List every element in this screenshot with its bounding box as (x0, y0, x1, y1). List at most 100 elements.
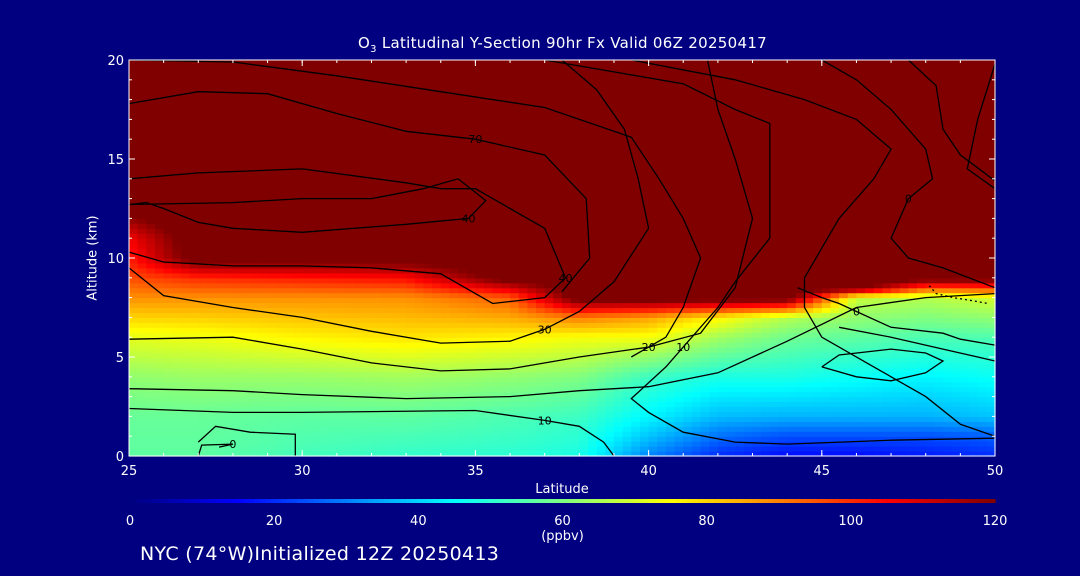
field-cell (492, 99, 502, 106)
field-cell (137, 94, 147, 101)
field-cell (475, 431, 485, 437)
field-cell (336, 282, 347, 289)
field-cell (432, 342, 442, 348)
field-cell (570, 144, 580, 150)
field-cell (137, 218, 147, 224)
field-cell (657, 218, 667, 224)
field-cell (657, 376, 667, 383)
field-cell (154, 89, 165, 96)
field-cell (553, 248, 563, 254)
field-cell (648, 79, 658, 86)
field-cell (388, 223, 399, 229)
field-cell (180, 282, 191, 289)
field-cell (665, 302, 676, 309)
field-cell (189, 376, 199, 383)
field-cell (319, 322, 329, 328)
field-cell (319, 258, 329, 264)
field-cell (284, 203, 295, 210)
field-cell (466, 441, 476, 447)
field-cell (206, 391, 217, 398)
field-cell (258, 357, 269, 363)
field-cell (527, 376, 537, 383)
field-cell (596, 332, 606, 338)
field-cell (510, 347, 520, 353)
field-cell (527, 109, 537, 116)
field-cell (380, 332, 390, 338)
field-cell (380, 124, 390, 130)
field-cell (622, 69, 632, 76)
field-cell (319, 337, 329, 343)
field-cell (302, 213, 312, 219)
field-cell (432, 411, 442, 417)
field-cell (198, 144, 208, 150)
field-cell (310, 282, 321, 289)
field-cell (215, 332, 225, 338)
field-cell (466, 381, 476, 388)
field-cell (276, 188, 286, 195)
field-cell (284, 168, 295, 175)
field-cell (492, 381, 502, 388)
field-cell (129, 253, 139, 259)
field-cell (319, 139, 329, 145)
field-cell (579, 159, 589, 165)
field-cell (224, 149, 234, 155)
field-cell (579, 312, 589, 318)
field-cell (362, 84, 373, 91)
field-cell (414, 381, 425, 388)
field-cell (466, 188, 476, 195)
field-cell (189, 144, 199, 150)
field-cell (362, 173, 373, 180)
field-cell (154, 144, 165, 150)
field-cell (475, 238, 485, 244)
field-cell (198, 411, 208, 417)
field-cell (302, 327, 312, 333)
field-cell (449, 129, 459, 135)
field-cell (302, 99, 312, 106)
field-cell (328, 347, 338, 353)
field-cell (284, 238, 295, 244)
field-cell (172, 267, 182, 274)
field-cell (432, 238, 442, 244)
field-cell (362, 243, 373, 249)
field-cell (622, 436, 632, 442)
field-cell (302, 436, 312, 442)
field-cell (345, 282, 355, 289)
field-cell (518, 228, 528, 234)
field-cell (631, 203, 641, 210)
field-cell (172, 99, 182, 106)
field-cell (406, 149, 416, 155)
field-cell (484, 114, 494, 120)
field-cell (536, 366, 546, 373)
field-cell (449, 327, 459, 333)
field-cell (423, 421, 433, 427)
field-cell (388, 272, 399, 279)
field-cell (319, 64, 329, 71)
field-cell (336, 89, 347, 96)
field-cell (622, 154, 632, 160)
field-cell (492, 401, 502, 408)
field-cell (458, 292, 468, 299)
field-cell (579, 253, 589, 259)
field-cell (432, 203, 442, 210)
field-cell (501, 233, 511, 239)
field-cell (605, 352, 615, 358)
field-cell (354, 218, 364, 224)
field-cell (665, 307, 676, 314)
field-cell (492, 302, 502, 309)
field-cell (180, 287, 191, 294)
field-cell (596, 134, 606, 140)
field-cell (397, 441, 407, 447)
field-cell (163, 193, 173, 200)
field-cell (284, 233, 295, 239)
field-cell (466, 104, 476, 111)
field-cell (579, 436, 589, 442)
field-cell (449, 233, 459, 239)
field-cell (354, 228, 364, 234)
field-cell (319, 426, 329, 432)
field-cell (388, 322, 399, 328)
field-cell (587, 406, 598, 413)
field-cell (596, 277, 606, 284)
field-cell (371, 173, 381, 180)
field-cell (267, 391, 277, 398)
field-cell (596, 361, 606, 368)
